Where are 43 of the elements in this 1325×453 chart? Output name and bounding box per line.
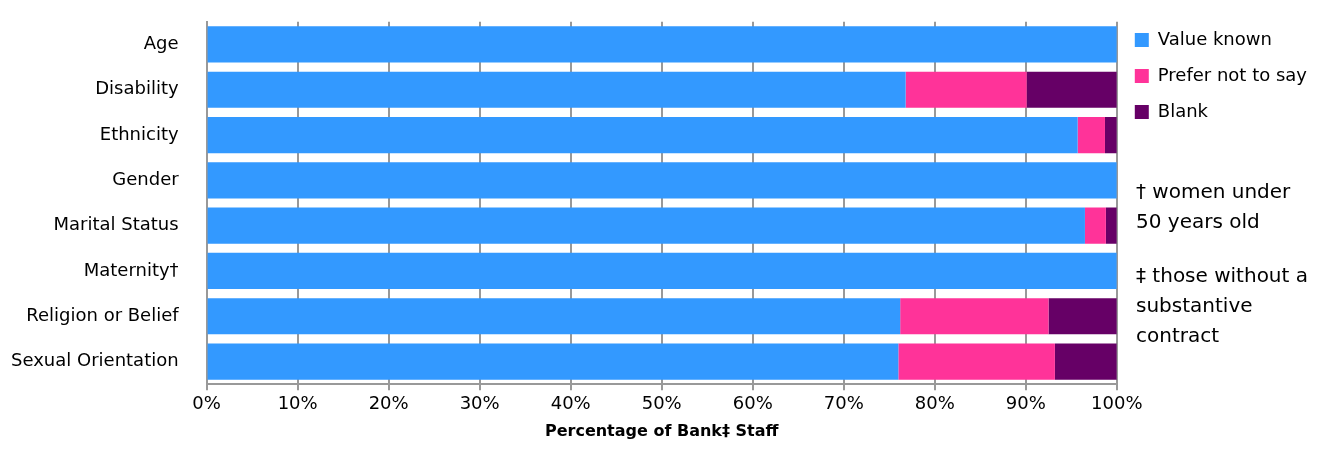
x-tick-label: 50% <box>641 391 682 413</box>
x-tick-label: 0% <box>192 391 221 413</box>
bar <box>207 71 906 108</box>
bar <box>1084 207 1106 244</box>
legend-label: Prefer not to say <box>1157 63 1308 85</box>
x-tick-label: 70% <box>823 391 864 413</box>
bar <box>905 71 1027 108</box>
x-tick-label: 100% <box>1091 391 1143 413</box>
bar <box>207 162 1117 199</box>
x-tick-label: 40% <box>550 391 591 413</box>
y-tick-label: Sexual Orientation <box>10 349 179 371</box>
bar <box>207 252 1117 290</box>
bar <box>1026 71 1117 108</box>
bar <box>207 116 1078 154</box>
bar <box>1054 343 1117 380</box>
text: † women under 50 years old <box>1136 178 1292 235</box>
bar <box>207 207 1085 244</box>
legend-label: Value known <box>1157 27 1272 49</box>
x-tick-label: 60% <box>732 391 773 413</box>
bar <box>900 298 1049 335</box>
bar <box>1105 207 1117 244</box>
y-tick-label: Maternity† <box>83 258 179 280</box>
legend-label: Blank <box>1157 99 1209 121</box>
text: ‡ those without a substantive contract <box>1136 262 1309 349</box>
y-tick-label: Disability <box>95 77 179 99</box>
x-tick-label: 80% <box>914 391 955 413</box>
bar <box>207 343 899 380</box>
x-tick-label: 30% <box>459 391 500 413</box>
bar <box>1077 116 1105 154</box>
bar <box>207 298 901 335</box>
bar <box>1104 116 1117 154</box>
bar <box>207 26 1117 63</box>
x-axis-title: Percentage of Bank‡ Staff <box>544 420 780 440</box>
bar <box>1048 298 1117 335</box>
y-tick-label: Religion or Belief <box>26 303 180 325</box>
y-tick-label: Marital Status <box>53 213 179 235</box>
x-tick-label: 20% <box>368 391 409 413</box>
bar <box>898 343 1055 380</box>
y-tick-label: Gender <box>112 168 180 190</box>
x-tick-label: 90% <box>1005 391 1046 413</box>
y-tick-label: Age <box>143 32 179 54</box>
x-tick-label: 10% <box>277 391 318 413</box>
y-tick-label: Ethnicity <box>99 122 179 144</box>
